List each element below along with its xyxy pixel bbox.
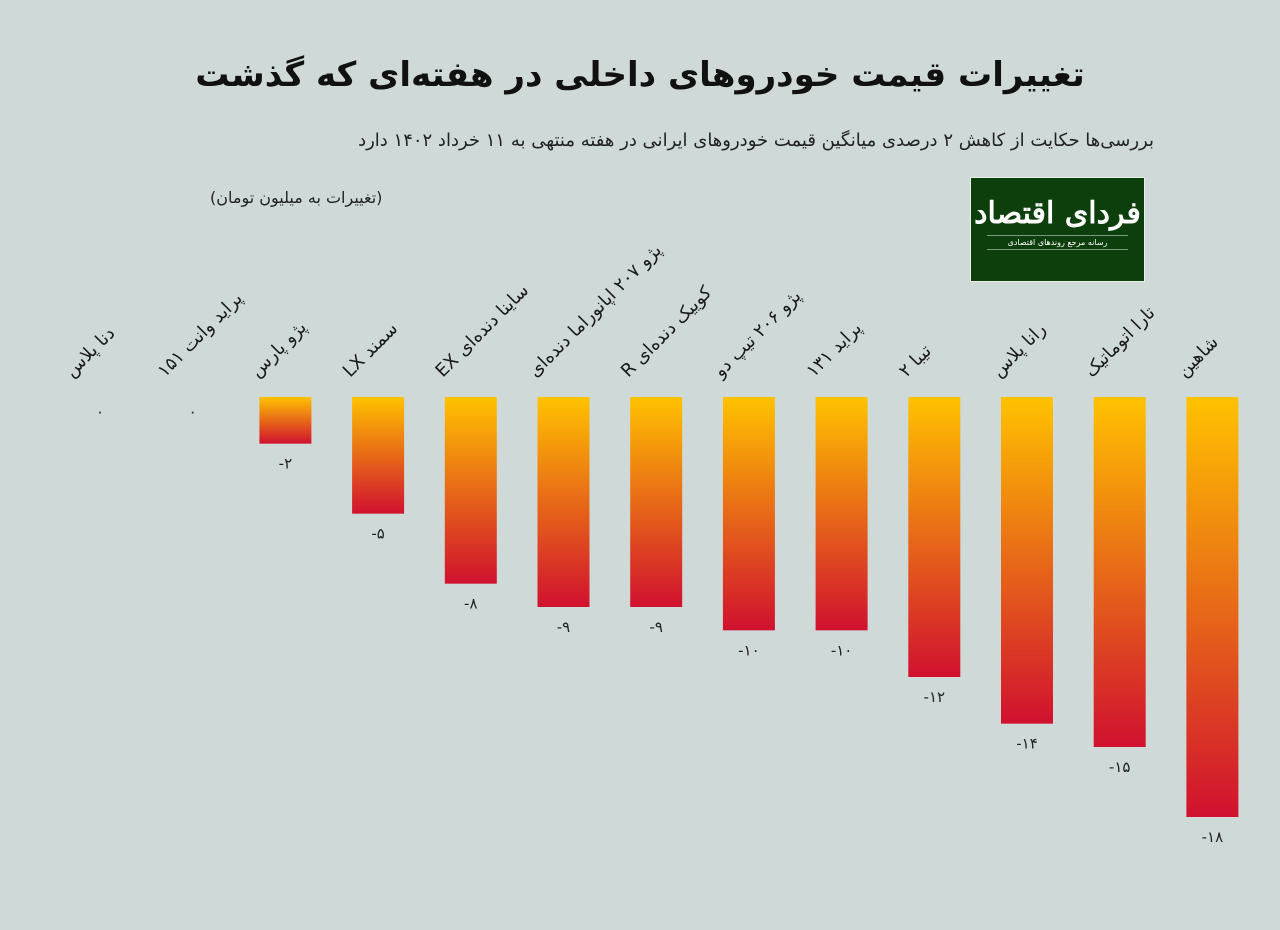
data-label: -۹	[649, 618, 662, 636]
unit-note: (تغییرات به میلیون تومان)	[210, 188, 383, 207]
data-label: -۱۵	[1109, 758, 1131, 776]
bar	[259, 397, 312, 444]
category-label: دنا پلاس	[61, 323, 120, 382]
data-label: -۱۸	[1202, 828, 1224, 846]
category-label: تیبا ۲	[895, 341, 936, 382]
chart-subtitle: بررسی‌ها حکایت از کاهش ۲ درصدی میانگین ق…	[358, 130, 1154, 151]
logo-tagline: رسانه مرجع روندهای اقتصادی	[987, 235, 1128, 250]
bar	[1001, 397, 1053, 724]
data-label: -۱۴	[1016, 735, 1038, 753]
data-label: ۰	[96, 403, 104, 421]
bar	[537, 397, 590, 607]
bar	[444, 397, 497, 584]
data-label: -۱۲	[924, 688, 946, 706]
bar	[722, 397, 775, 631]
bar	[908, 397, 961, 677]
chart-title: تغییرات قیمت خودروهای داخلی در هفته‌ای ک…	[195, 55, 1085, 95]
category-label: پژو پارس	[246, 317, 311, 382]
data-label: -۵	[371, 525, 384, 543]
category-label: پراید ۱۳۱	[802, 318, 866, 382]
data-label: -۱۰	[831, 641, 853, 659]
category-label: تارا اتوماتیک	[1080, 302, 1159, 381]
category-label: پژو ۲۰۶ تیپ دو	[709, 286, 806, 383]
data-label: -۸	[464, 595, 477, 613]
bar	[630, 397, 683, 607]
data-label: ۰	[189, 403, 197, 421]
bar	[815, 397, 868, 631]
logo-name: فردای اقتصاد	[974, 196, 1141, 231]
data-label: -۲	[279, 455, 292, 473]
category-label: ساینا دنده‌ای EX	[431, 280, 533, 382]
category-label: شاهین	[1173, 332, 1223, 382]
category-label: سمند LX	[339, 318, 402, 381]
bar	[352, 397, 405, 514]
category-label: رانا پلاس	[988, 319, 1051, 382]
bar	[1186, 397, 1239, 817]
category-label: پراید وانت ۱۵۱	[153, 288, 247, 382]
data-label: -۹	[557, 618, 570, 636]
bar	[1093, 397, 1146, 747]
category-label: کوییک دنده‌ای R	[617, 282, 717, 382]
logo: فردای اقتصاد رسانه مرجع روندهای اقتصادی	[970, 177, 1145, 282]
data-label: -۱۰	[738, 641, 760, 659]
